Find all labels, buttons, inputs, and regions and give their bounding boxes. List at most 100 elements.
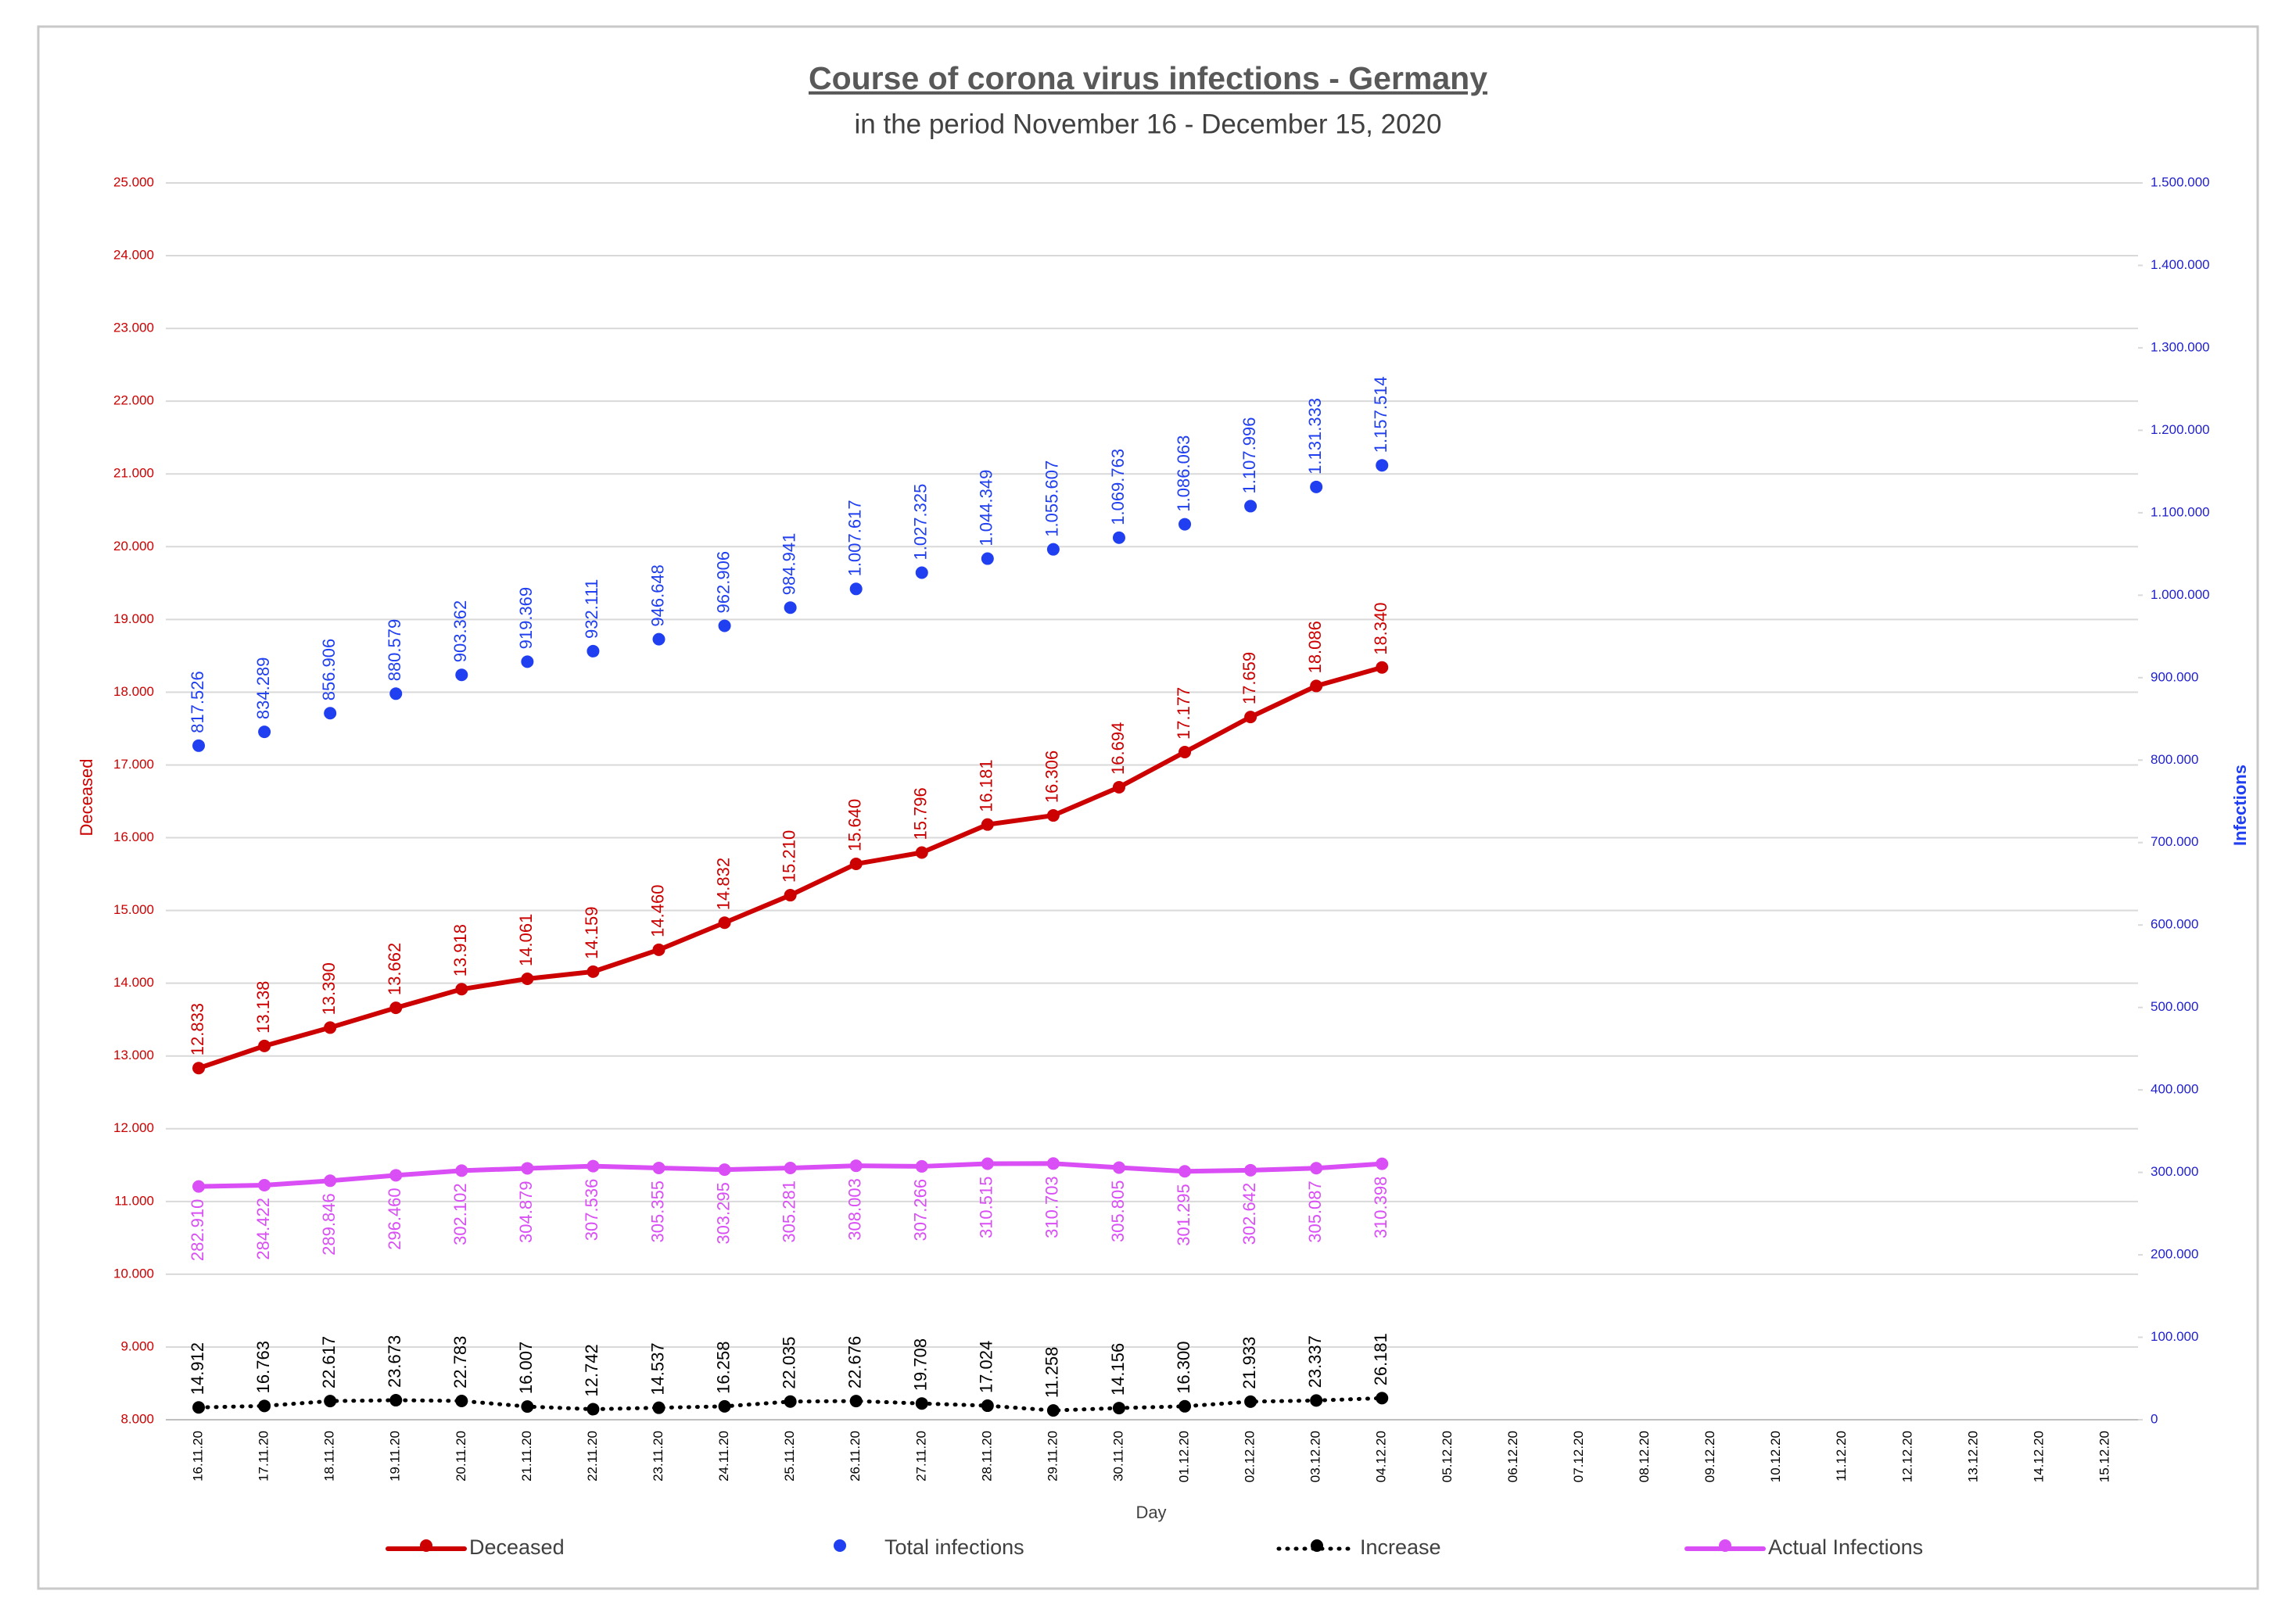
y-tick-label: 25.000 [113, 174, 154, 189]
data-point [521, 972, 534, 985]
x-tick-label: 02.12.20 [1243, 1431, 1257, 1482]
data-label: 16.694 [1108, 722, 1128, 775]
y2-axis-title: Infections [2230, 765, 2250, 846]
data-point [1112, 531, 1125, 544]
x-tick-label: 29.11.20 [1045, 1431, 1060, 1481]
data-point [849, 858, 863, 871]
data-label: 305.355 [648, 1181, 667, 1243]
x-tick-label: 07.12.20 [1571, 1431, 1586, 1482]
x-tick-label: 25.11.20 [782, 1431, 797, 1481]
x-tick-label: 04.12.20 [1374, 1431, 1389, 1482]
data-point [192, 1062, 206, 1075]
legend-label: Increase [1360, 1535, 1441, 1559]
data-point [1310, 480, 1323, 493]
data-point [1046, 543, 1060, 556]
x-tick-label: 16.11.20 [191, 1431, 206, 1481]
x-tick-label: 28.11.20 [979, 1431, 994, 1481]
data-point [258, 1039, 271, 1052]
data-label: 22.676 [845, 1336, 865, 1388]
data-label: 21.933 [1239, 1337, 1259, 1389]
data-label: 22.035 [779, 1336, 798, 1388]
data-label: 1.055.607 [1042, 460, 1062, 537]
data-point [389, 687, 403, 700]
y2-tick-label: 1.200.000 [2151, 422, 2210, 437]
legend-label: Deceased [469, 1535, 565, 1559]
data-label: 14.832 [713, 858, 733, 910]
data-point [1112, 1161, 1125, 1174]
y-tick-label: 23.000 [113, 321, 154, 335]
data-point [587, 644, 600, 657]
data-label: 310.703 [1042, 1176, 1062, 1238]
data-label: 1.007.617 [845, 500, 865, 576]
data-label: 305.281 [779, 1181, 798, 1243]
y-tick-label: 24.000 [113, 248, 154, 263]
data-label: 13.918 [450, 924, 470, 976]
y-tick-label: 16.000 [113, 829, 154, 844]
data-label: 1.107.996 [1239, 417, 1259, 494]
data-label: 15.210 [779, 830, 798, 883]
x-tick-label: 13.12.20 [1965, 1431, 1980, 1482]
x-tick-label: 18.11.20 [322, 1431, 337, 1481]
data-point [1244, 1395, 1257, 1408]
data-point [1046, 809, 1060, 822]
data-label: 14.537 [648, 1342, 667, 1395]
data-label: 13.662 [385, 943, 404, 995]
data-label: 14.460 [648, 885, 667, 937]
y-tick-label: 19.000 [113, 611, 154, 626]
data-label: 12.742 [582, 1344, 601, 1396]
y-tick-label: 14.000 [113, 975, 154, 990]
x-tick-label: 21.11.20 [519, 1431, 534, 1481]
data-label: 282.910 [188, 1199, 207, 1262]
data-label: 880.579 [385, 619, 404, 682]
data-label: 17.177 [1174, 687, 1193, 740]
data-label: 834.289 [253, 657, 273, 720]
data-label: 11.258 [1042, 1346, 1062, 1398]
data-point [849, 582, 863, 596]
data-label: 22.617 [319, 1336, 339, 1388]
data-point [455, 1164, 468, 1177]
data-point [784, 1162, 797, 1175]
data-label: 14.061 [516, 914, 536, 966]
y2-tick-label: 0 [2151, 1411, 2158, 1426]
data-point [1310, 1162, 1323, 1175]
data-point [981, 552, 994, 565]
x-tick-label: 22.11.20 [585, 1431, 600, 1481]
data-label: 310.398 [1371, 1177, 1390, 1239]
data-label: 302.102 [450, 1183, 470, 1245]
data-label: 302.642 [1239, 1183, 1259, 1245]
data-label: 13.390 [319, 962, 339, 1015]
data-label: 903.362 [450, 600, 470, 663]
data-point [521, 655, 534, 668]
data-label: 16.306 [1042, 751, 1062, 803]
data-point [1046, 1404, 1060, 1417]
data-label: 984.941 [779, 533, 798, 596]
y-tick-label: 12.000 [113, 1120, 154, 1135]
y2-tick-label: 1.300.000 [2151, 339, 2210, 354]
legend-marker [834, 1539, 846, 1552]
data-point [521, 1400, 534, 1413]
data-point [324, 1021, 337, 1034]
data-point [1178, 745, 1192, 758]
data-label: 26.181 [1371, 1333, 1390, 1385]
data-point [1112, 780, 1125, 794]
data-label: 1.157.514 [1371, 376, 1390, 453]
data-label: 308.003 [845, 1178, 865, 1241]
data-label: 817.526 [188, 671, 207, 733]
data-label: 1.069.763 [1108, 449, 1128, 525]
data-point [587, 1403, 600, 1416]
data-point [981, 1157, 994, 1170]
chart-frame [37, 25, 2259, 1590]
y2-tick-label: 700.000 [2151, 834, 2198, 849]
y2-tick-label: 100.000 [2151, 1329, 2198, 1344]
data-point [981, 1399, 994, 1413]
data-label: 1.131.333 [1305, 398, 1325, 475]
data-point [324, 707, 337, 720]
data-label: 17.024 [977, 1341, 996, 1393]
data-point [1244, 500, 1257, 513]
data-point [915, 566, 928, 579]
data-label: 14.156 [1108, 1343, 1128, 1395]
y-tick-label: 21.000 [113, 466, 154, 481]
x-axis-title: Day [1135, 1503, 1166, 1522]
x-tick-label: 06.12.20 [1505, 1431, 1520, 1482]
